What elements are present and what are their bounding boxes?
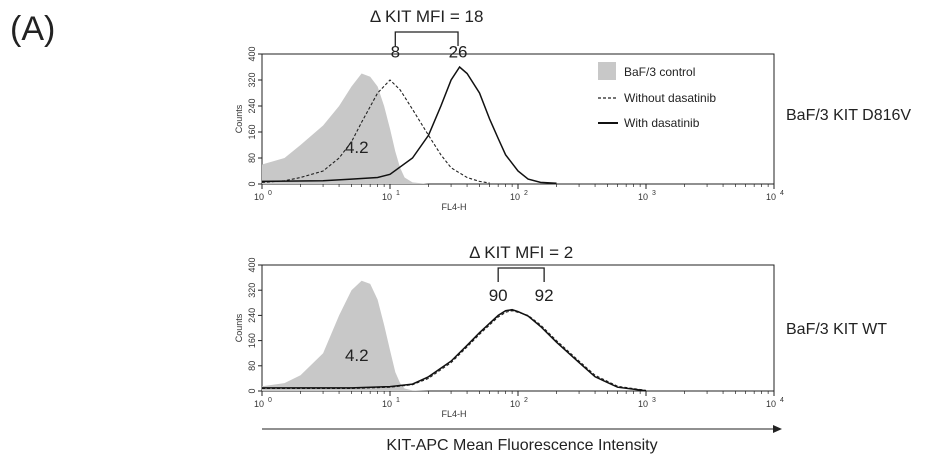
y-tick-label: 400: [247, 46, 257, 61]
series-with-dasatinib: [262, 308, 647, 392]
mfi-value-label: 90: [489, 286, 508, 305]
x-tick-exponent: 4: [780, 397, 784, 404]
series-with-dasatinib: [261, 65, 557, 185]
x-axis-label: FL4-H: [441, 409, 466, 419]
row-label-wt: BaF/3 KIT WT: [786, 321, 887, 338]
x-tick-exponent: 0: [268, 190, 272, 197]
series-control-histogram: [262, 280, 429, 391]
chart-panel-1: 10 0 10 1 10 2 10 3 10 4 FL4-H 0 80 160 240 320 400 Count…: [234, 243, 784, 419]
x-tick-exponent: 1: [396, 397, 400, 404]
mfi-value-label: 92: [535, 286, 554, 305]
mfi-value-label: 4.2: [345, 346, 369, 365]
x-tick-label: 10: [510, 192, 520, 202]
x-tick-exponent: 3: [652, 190, 656, 197]
mfi-value-label: 26: [449, 42, 468, 61]
legend-label-with: With dasatinib: [624, 116, 700, 130]
x-tick-label: 10: [254, 192, 264, 202]
delta-mfi-label: Δ KIT MFI = 2: [469, 243, 573, 262]
x-tick-exponent: 2: [524, 397, 528, 404]
y-tick-label: 160: [247, 333, 257, 348]
y-tick-label: 240: [247, 98, 257, 113]
y-tick-label: 240: [247, 308, 257, 323]
y-tick-label: 80: [247, 361, 257, 371]
mfi-value-label: 8: [391, 42, 400, 61]
x-tick-label: 10: [638, 192, 648, 202]
y-tick-label: 320: [247, 283, 257, 298]
charts-group: 10 0 10 1 10 2 10 3 10 4FL4-H080160240320400Count…: [234, 7, 784, 419]
delta-bracket: [497, 267, 545, 282]
y-tick-label: 160: [247, 124, 257, 139]
x-tick-label: 10: [766, 399, 776, 409]
y-axis-label: Counts: [234, 104, 244, 133]
x-tick-exponent: 4: [780, 190, 784, 197]
row-label-d816v: BaF/3 KIT D816V: [786, 107, 911, 124]
legend: BaF/3 control Without dasatinib With das…: [598, 62, 716, 130]
x-tick-label: 10: [382, 192, 392, 202]
legend-label-without: Without dasatinib: [624, 91, 716, 105]
x-tick-label: 10: [638, 399, 648, 409]
x-axis-label: FL4-H: [441, 202, 466, 212]
y-tick-label: 0: [247, 181, 257, 186]
panel-label: (A): [10, 10, 55, 48]
x-tick-label: 10: [766, 192, 776, 202]
y-axis-label: Counts: [234, 313, 244, 342]
series-without-dasatinib: [262, 310, 647, 391]
legend-swatch-control: [598, 62, 616, 80]
y-tick-label: 320: [247, 72, 257, 87]
series-without-dasatinib: [261, 79, 490, 184]
y-tick-label: 0: [247, 388, 257, 393]
x-tick-label: 10: [254, 399, 264, 409]
delta-bracket: [394, 31, 459, 46]
y-tick-label: 400: [247, 257, 257, 272]
legend-label-control: BaF/3 control: [624, 65, 695, 79]
x-tick-exponent: 0: [268, 397, 272, 404]
x-tick-exponent: 2: [524, 190, 528, 197]
x-tick-exponent: 1: [396, 190, 400, 197]
chart-panel-0: 10 0 10 1 10 2 10 3 10 4 FL4-H 0 80 160 240 320 400 Count…: [234, 7, 784, 212]
x-axis-title: KIT-APC Mean Fluorescence Intensity: [386, 437, 657, 454]
x-tick-label: 10: [510, 399, 520, 409]
x-axis-arrow: [262, 425, 782, 433]
mfi-value-label: 4.2: [345, 138, 369, 157]
delta-mfi-label: Δ KIT MFI = 18: [370, 7, 484, 26]
x-tick-exponent: 3: [652, 397, 656, 404]
x-tick-label: 10: [382, 399, 392, 409]
series-control-histogram: [262, 73, 429, 184]
x-axis-arrowhead: [773, 425, 782, 433]
y-tick-label: 80: [247, 153, 257, 163]
